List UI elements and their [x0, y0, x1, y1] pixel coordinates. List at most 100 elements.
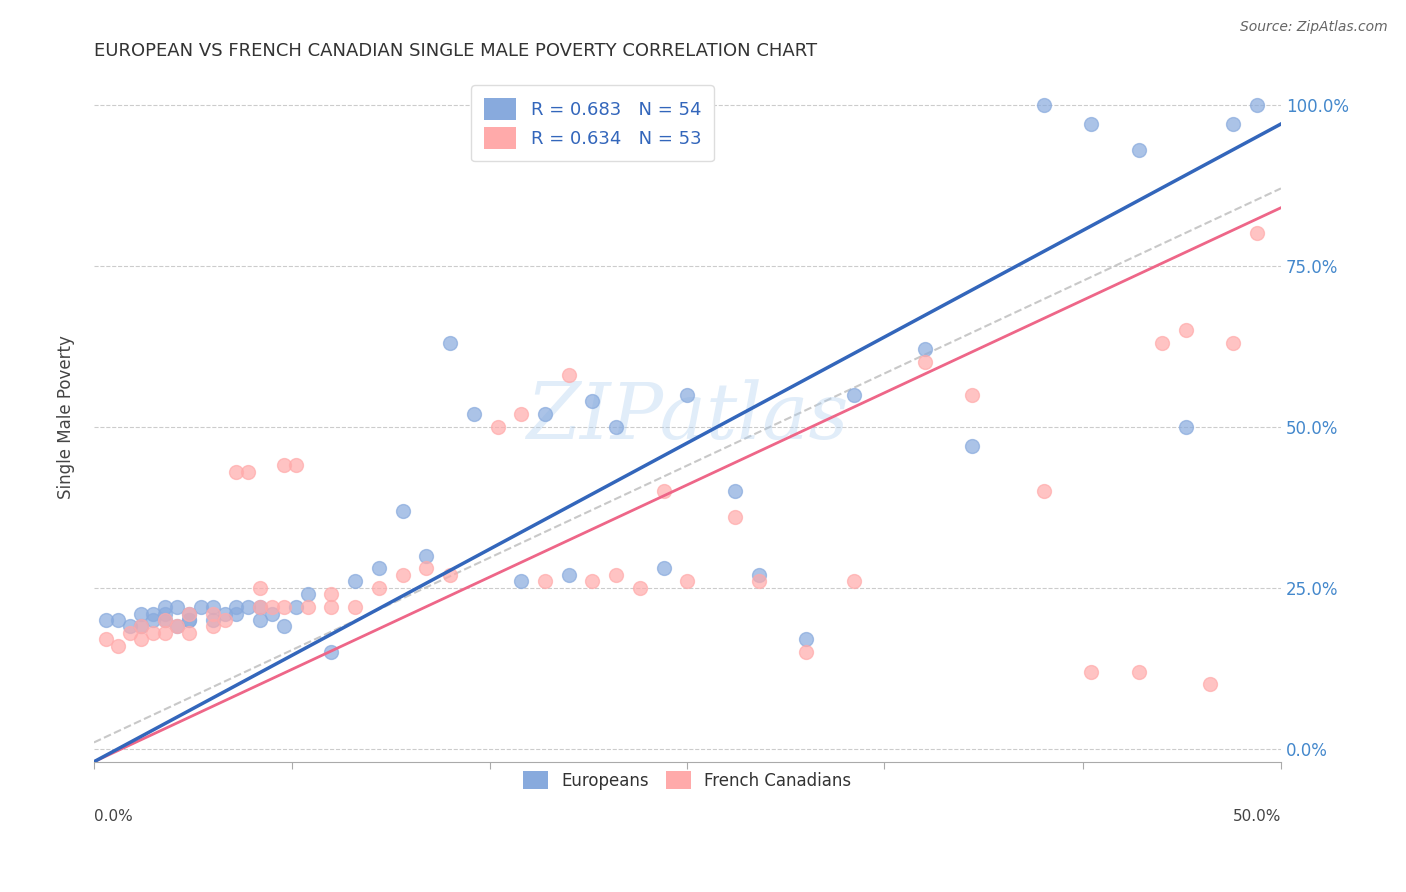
- Point: [260, 600, 283, 615]
- Point: [201, 619, 224, 633]
- Point: [558, 568, 581, 582]
- Point: [225, 607, 247, 621]
- Point: [177, 613, 200, 627]
- Point: [1080, 665, 1102, 679]
- Point: [581, 574, 603, 589]
- Point: [842, 574, 865, 589]
- Text: 50.0%: 50.0%: [1233, 809, 1281, 823]
- Point: [166, 600, 188, 615]
- Point: [249, 613, 271, 627]
- Point: [391, 503, 413, 517]
- Text: ZIPatlas: ZIPatlas: [526, 379, 849, 455]
- Point: [748, 574, 770, 589]
- Point: [260, 607, 283, 621]
- Point: [794, 645, 817, 659]
- Point: [249, 600, 271, 615]
- Point: [415, 549, 437, 563]
- Point: [510, 574, 533, 589]
- Point: [201, 607, 224, 621]
- Point: [794, 632, 817, 647]
- Point: [153, 613, 176, 627]
- Point: [166, 619, 188, 633]
- Point: [166, 619, 188, 633]
- Point: [131, 607, 153, 621]
- Point: [724, 510, 747, 524]
- Point: [676, 574, 699, 589]
- Point: [676, 387, 699, 401]
- Point: [177, 626, 200, 640]
- Point: [153, 600, 176, 615]
- Point: [391, 568, 413, 582]
- Point: [107, 639, 129, 653]
- Point: [297, 587, 319, 601]
- Point: [214, 613, 236, 627]
- Point: [225, 465, 247, 479]
- Point: [153, 607, 176, 621]
- Point: [177, 613, 200, 627]
- Point: [131, 619, 153, 633]
- Point: [344, 574, 367, 589]
- Point: [201, 600, 224, 615]
- Point: [510, 407, 533, 421]
- Point: [344, 600, 367, 615]
- Point: [463, 407, 485, 421]
- Point: [1128, 665, 1150, 679]
- Point: [1198, 677, 1220, 691]
- Point: [131, 619, 153, 633]
- Point: [238, 600, 260, 615]
- Legend: Europeans, French Canadians: Europeans, French Canadians: [515, 763, 860, 798]
- Point: [284, 600, 307, 615]
- Point: [439, 568, 461, 582]
- Point: [1152, 336, 1174, 351]
- Point: [439, 336, 461, 351]
- Point: [297, 600, 319, 615]
- Point: [724, 484, 747, 499]
- Point: [558, 368, 581, 383]
- Point: [367, 581, 389, 595]
- Point: [1246, 97, 1268, 112]
- Point: [273, 458, 295, 473]
- Text: EUROPEAN VS FRENCH CANADIAN SINGLE MALE POVERTY CORRELATION CHART: EUROPEAN VS FRENCH CANADIAN SINGLE MALE …: [94, 42, 817, 60]
- Point: [652, 484, 675, 499]
- Point: [142, 626, 165, 640]
- Point: [605, 419, 627, 434]
- Point: [131, 632, 153, 647]
- Point: [118, 619, 141, 633]
- Point: [107, 613, 129, 627]
- Point: [1175, 419, 1198, 434]
- Text: 0.0%: 0.0%: [94, 809, 132, 823]
- Point: [321, 587, 343, 601]
- Point: [118, 626, 141, 640]
- Point: [1222, 336, 1244, 351]
- Point: [321, 645, 343, 659]
- Point: [177, 607, 200, 621]
- Point: [605, 568, 627, 582]
- Point: [534, 407, 557, 421]
- Point: [415, 561, 437, 575]
- Point: [214, 607, 236, 621]
- Point: [914, 355, 936, 369]
- Point: [190, 600, 212, 615]
- Y-axis label: Single Male Poverty: Single Male Poverty: [58, 335, 75, 499]
- Point: [142, 607, 165, 621]
- Point: [1128, 143, 1150, 157]
- Point: [142, 613, 165, 627]
- Point: [284, 458, 307, 473]
- Point: [962, 439, 984, 453]
- Point: [1032, 97, 1054, 112]
- Point: [153, 626, 176, 640]
- Point: [238, 465, 260, 479]
- Point: [249, 581, 271, 595]
- Point: [225, 600, 247, 615]
- Point: [1222, 117, 1244, 131]
- Text: Source: ZipAtlas.com: Source: ZipAtlas.com: [1240, 20, 1388, 34]
- Point: [94, 613, 117, 627]
- Point: [842, 387, 865, 401]
- Point: [94, 632, 117, 647]
- Point: [273, 600, 295, 615]
- Point: [486, 419, 509, 434]
- Point: [1080, 117, 1102, 131]
- Point: [534, 574, 557, 589]
- Point: [748, 568, 770, 582]
- Point: [581, 394, 603, 409]
